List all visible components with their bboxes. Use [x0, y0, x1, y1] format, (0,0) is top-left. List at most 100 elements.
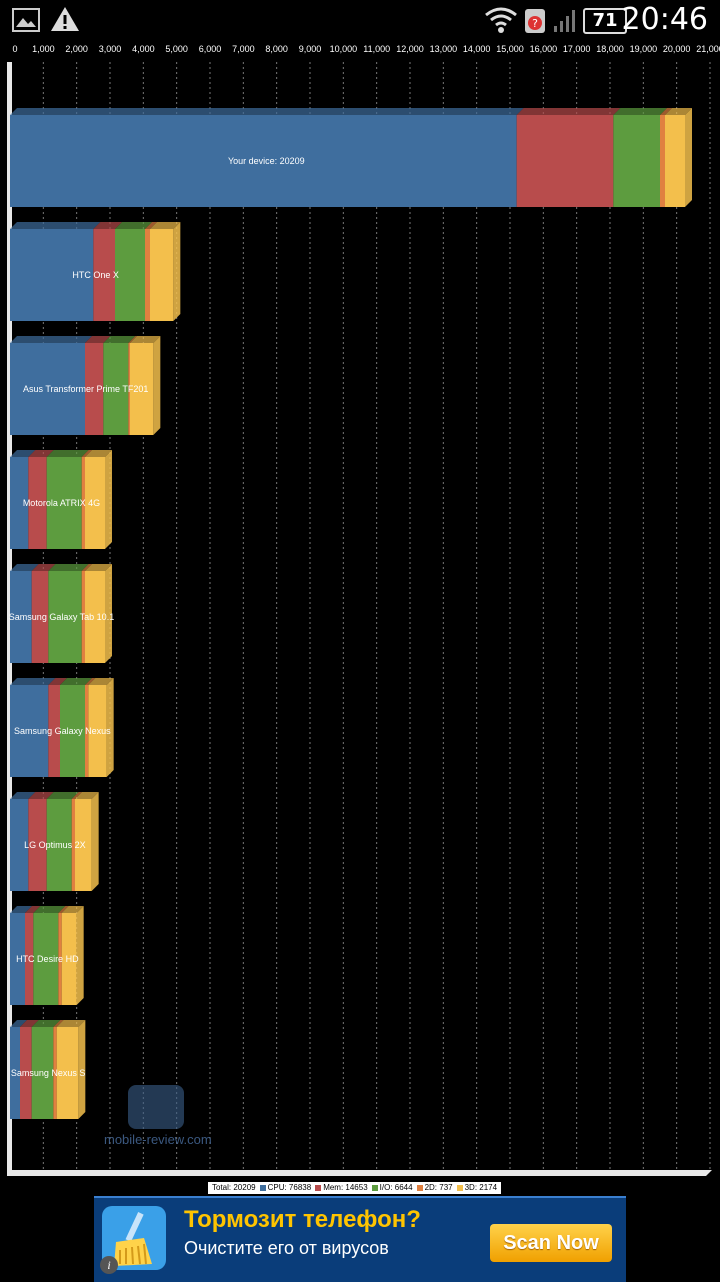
bar-segment-top-2d — [128, 336, 137, 343]
x-tick-label: 19,000 — [630, 44, 658, 54]
scan-now-button[interactable]: Scan Now — [490, 1224, 612, 1262]
bar-segment-cpu — [10, 1027, 20, 1119]
bar-segment-2d — [145, 229, 150, 321]
bar-segment-mem — [48, 685, 60, 777]
bar-segment-2d — [128, 343, 130, 435]
x-tick-label: 5,000 — [165, 44, 188, 54]
x-tick-label: 16,000 — [530, 44, 558, 54]
bar-segment-i-o — [48, 571, 82, 663]
bar-label: Asus Transformer Prime TF201 — [23, 384, 148, 394]
bar-label: Samsung Nexus S — [11, 1068, 86, 1078]
bars — [10, 108, 692, 1119]
svg-text:?: ? — [532, 17, 538, 30]
x-tick-label: 14,000 — [463, 44, 491, 54]
bar-segment-mem — [85, 343, 104, 435]
bar-segment-top-mem — [28, 792, 54, 799]
bar-segment-top-2d — [71, 792, 82, 799]
legend-item: CPU: 76838 — [267, 1183, 312, 1192]
x-tick-label: 9,000 — [299, 44, 322, 54]
battery-icon: 71 — [583, 8, 627, 34]
bar-side — [153, 336, 161, 435]
bar-segment-i-o — [46, 457, 82, 549]
warning-icon — [51, 7, 79, 31]
bar-segment-2d — [58, 913, 62, 1005]
bar-segment-2d — [85, 685, 89, 777]
bar-segment-mem — [93, 229, 115, 321]
bar-segment-top-2d — [81, 564, 92, 571]
bar-segment-i-o — [60, 685, 85, 777]
x-tick-label: 0 — [12, 44, 17, 54]
bar-segment-top-cpu — [10, 1020, 27, 1027]
bar-side — [106, 678, 114, 777]
x-tick-label: 8,000 — [265, 44, 288, 54]
bar-segment-2d — [81, 571, 85, 663]
x-tick-label: 13,000 — [430, 44, 458, 54]
bar-segment-3d — [88, 685, 107, 777]
x-tick-label: 21,000 — [696, 44, 720, 54]
bar-side — [76, 906, 84, 1005]
bar-segment-top-cpu — [10, 792, 36, 799]
bar-labels: Your device: 20209 HTC One X Asus Transfor… — [9, 156, 305, 1078]
legend-swatch — [416, 1184, 423, 1191]
bar-segment-mem — [25, 913, 34, 1005]
bar-segment-3d — [85, 571, 105, 663]
bar-segment-top-i-o — [613, 108, 667, 115]
y-axis-wall — [7, 62, 12, 1174]
info-icon[interactable]: i — [100, 1256, 118, 1274]
bar-segment-top-cpu — [10, 222, 101, 229]
bar-side — [173, 222, 181, 321]
x-tick-label: 6,000 — [199, 44, 222, 54]
bar-segment-top-i-o — [103, 336, 136, 343]
ad-title: Тормозит телефон? — [184, 1206, 421, 1233]
bar-segment-i-o — [613, 115, 660, 207]
legend-item: Mem: 14653 — [323, 1183, 368, 1192]
bar-segment-3d — [130, 343, 154, 435]
ad-banner[interactable]: Тормозит телефон? Очистите его от вирусо… — [94, 1196, 626, 1282]
x-tick-label: 20,000 — [663, 44, 691, 54]
signal-icon — [554, 10, 575, 32]
bar-side — [685, 108, 692, 207]
benchmark-chart: 0 1,000 2,000 3,000 4,000 5,000 6,000 7,000 8,00… — [7, 44, 720, 1176]
x-tick-label: 18,000 — [596, 44, 624, 54]
bar-segment-top-mem — [85, 336, 111, 343]
bar-label: Samsung Galaxy Nexus — [14, 726, 111, 736]
bar-segment-top-cpu — [10, 450, 36, 457]
bar-segment-3d — [75, 799, 92, 891]
x-tick-label: 7,000 — [232, 44, 255, 54]
bar-segment-top-i-o — [48, 564, 89, 571]
bar-segment-top-3d — [56, 1020, 86, 1027]
bar-segment-top-mem — [93, 222, 122, 229]
bar-segment-i-o — [46, 799, 72, 891]
clock: 20:46 — [621, 2, 708, 37]
legend-swatch — [315, 1184, 322, 1191]
legend-item: 2D: 737 — [424, 1183, 453, 1192]
bar-segment-top-3d — [130, 336, 161, 343]
x-tick-label: 12,000 — [396, 44, 424, 54]
bar-segment-top-i-o — [60, 678, 92, 685]
x-tick-label: 15,000 — [496, 44, 524, 54]
wifi-icon — [485, 7, 517, 33]
bar-segment-cpu — [10, 571, 32, 663]
bar-label: Your device: 20209 — [228, 156, 305, 166]
x-axis-floor — [7, 1170, 712, 1176]
bar-segment-top-mem — [516, 108, 621, 115]
bar-segment-2d — [660, 115, 665, 207]
x-tick-label: 4,000 — [132, 44, 155, 54]
bar-segment-top-2d — [660, 108, 672, 115]
bar-side — [105, 450, 112, 549]
legend-swatch — [259, 1184, 266, 1191]
x-tick-label: 11,000 — [363, 44, 390, 54]
legend-swatch — [371, 1184, 378, 1191]
bar-segment-top-cpu — [10, 336, 92, 343]
bar-segment-top-cpu — [10, 108, 524, 115]
bar-label: HTC Desire HD — [16, 954, 79, 964]
bar-segment-cpu — [10, 799, 29, 891]
bar-segment-3d — [56, 1027, 79, 1119]
gallery-icon — [12, 8, 40, 32]
x-tick-label: 2,000 — [65, 44, 88, 54]
bar-segment-top-mem — [20, 1020, 39, 1027]
bar-segment-mem — [28, 799, 47, 891]
legend-total: Total: 20209 — [212, 1183, 256, 1192]
bar-side — [105, 564, 112, 663]
notification-icon: ? — [525, 9, 545, 33]
